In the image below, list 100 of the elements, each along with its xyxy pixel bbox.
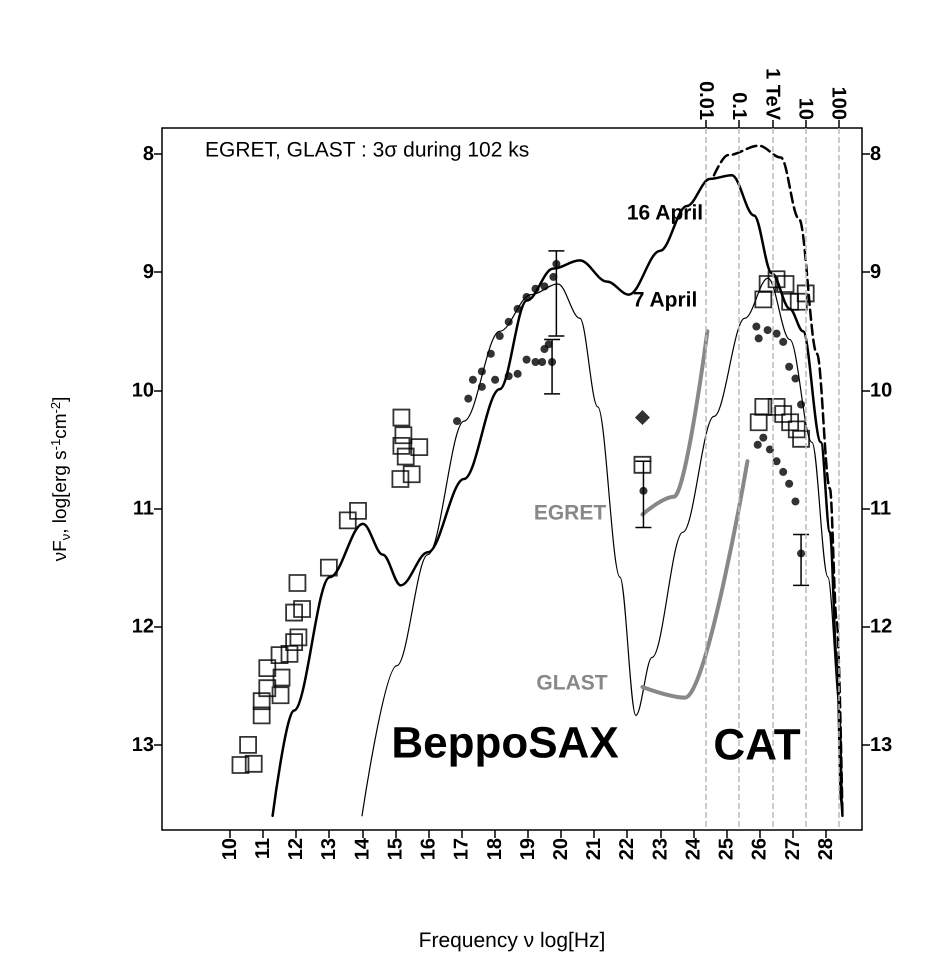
point <box>232 756 250 774</box>
x-tick-label: 12 <box>285 838 308 860</box>
point <box>552 260 560 268</box>
x-axis-title: Frequency ν log[Hz] <box>418 929 606 952</box>
x-tick-label: 19 <box>516 838 539 860</box>
point <box>486 350 495 358</box>
point <box>392 470 410 488</box>
x-tick-label: 21 <box>583 838 606 860</box>
point <box>540 345 548 353</box>
point <box>540 282 548 290</box>
point <box>349 502 367 520</box>
point <box>549 272 558 281</box>
y2-tick-label: 10 <box>870 379 892 402</box>
x2-tick-label: 0.01 <box>695 81 718 120</box>
y-tick-label: 13 <box>132 734 154 756</box>
annotation: EGRET, GLAST : 3σ during 102 ks <box>205 138 530 162</box>
annotation: EGRET <box>534 502 606 524</box>
point <box>280 645 298 663</box>
point <box>239 736 257 754</box>
x2-tick-label: 1 TeV <box>761 68 784 121</box>
point <box>797 549 806 558</box>
point <box>320 558 338 577</box>
point <box>532 358 540 366</box>
point <box>548 358 556 366</box>
y2-tick-label: 11 <box>870 498 892 520</box>
point <box>781 292 800 311</box>
point <box>781 413 800 432</box>
x-tick-label: 18 <box>484 838 506 860</box>
point <box>785 362 794 371</box>
y-tick-label: 11 <box>132 498 154 520</box>
point <box>639 486 648 495</box>
point <box>791 497 800 506</box>
point <box>766 445 774 454</box>
point <box>270 646 288 664</box>
point <box>478 367 486 376</box>
y-tick-label: 9 <box>142 261 154 284</box>
point <box>272 686 290 704</box>
point <box>792 430 810 448</box>
point <box>754 290 772 308</box>
y-tick-label: 10 <box>132 379 154 402</box>
point <box>252 706 271 724</box>
point <box>244 754 263 773</box>
point <box>522 356 531 364</box>
point <box>532 284 540 293</box>
y2-tick-label: 9 <box>870 261 882 284</box>
annotation: GLAST <box>536 672 608 694</box>
point <box>394 426 412 444</box>
point <box>791 374 800 383</box>
point <box>464 394 472 403</box>
point <box>478 382 486 391</box>
point <box>634 410 650 426</box>
y-axis-title: νFν, log[erg s-1cm-2] <box>48 396 73 562</box>
point <box>504 318 513 326</box>
x-tick-label: 13 <box>318 838 340 860</box>
point <box>776 275 794 293</box>
point <box>785 480 794 488</box>
point <box>797 400 806 409</box>
point <box>258 679 276 698</box>
point <box>392 437 410 455</box>
x-tick-label: 16 <box>418 838 440 860</box>
point <box>754 440 762 449</box>
point <box>293 600 311 618</box>
point <box>258 659 276 677</box>
x-tick-label: 25 <box>716 838 738 860</box>
point <box>759 434 768 442</box>
point <box>338 511 357 530</box>
annotation: BeppoSAX <box>391 718 619 768</box>
point <box>514 370 522 378</box>
y-tick-label: 12 <box>132 616 154 638</box>
point <box>288 574 306 592</box>
point <box>634 456 652 474</box>
y2-tick-label: 8 <box>870 143 882 165</box>
point <box>754 398 772 416</box>
y2-tick-label: 12 <box>870 616 892 638</box>
point <box>779 338 788 346</box>
x-tick-label: 10 <box>218 838 241 860</box>
annotation: 7 April <box>632 288 698 312</box>
point <box>504 372 513 380</box>
point <box>544 340 553 348</box>
y2-tick-label: 13 <box>870 734 892 756</box>
point <box>290 628 308 646</box>
point <box>768 270 786 288</box>
point <box>750 413 768 432</box>
x-tick-label: 20 <box>550 838 572 860</box>
point <box>768 398 786 416</box>
point <box>790 292 808 311</box>
point <box>772 457 781 466</box>
point <box>758 275 777 293</box>
x-tick-label: 23 <box>649 838 672 860</box>
x-tick-label: 27 <box>782 838 804 860</box>
point <box>514 304 522 313</box>
x-tick-label: 11 <box>252 838 274 860</box>
point <box>796 284 815 302</box>
annotation: CAT <box>713 720 801 770</box>
x-tick-label: 14 <box>351 837 374 860</box>
point <box>410 438 428 456</box>
point <box>453 417 462 426</box>
point <box>772 330 781 338</box>
point <box>285 604 304 622</box>
point <box>252 692 271 710</box>
